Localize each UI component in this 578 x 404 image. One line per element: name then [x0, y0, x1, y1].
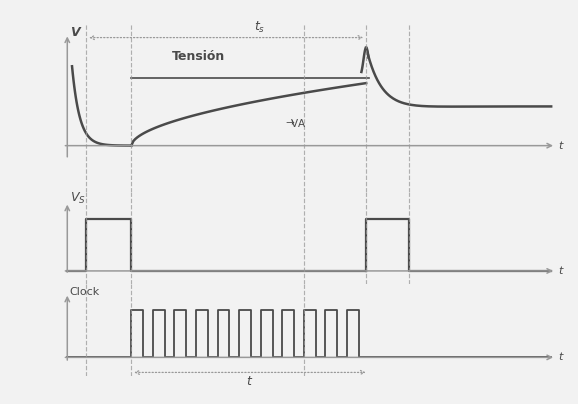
Text: $\overrightarrow{}$VA: $\overrightarrow{}$VA	[286, 117, 306, 129]
Text: t: t	[558, 141, 562, 151]
Text: V: V	[70, 26, 79, 39]
Text: $t_s$: $t_s$	[254, 20, 265, 35]
Text: Tensión: Tensión	[172, 50, 225, 63]
Text: Clock: Clock	[70, 287, 100, 297]
Text: $t$: $t$	[246, 375, 254, 388]
Text: t: t	[558, 266, 562, 276]
Text: t: t	[558, 352, 562, 362]
Text: $V_S$: $V_S$	[70, 191, 86, 206]
